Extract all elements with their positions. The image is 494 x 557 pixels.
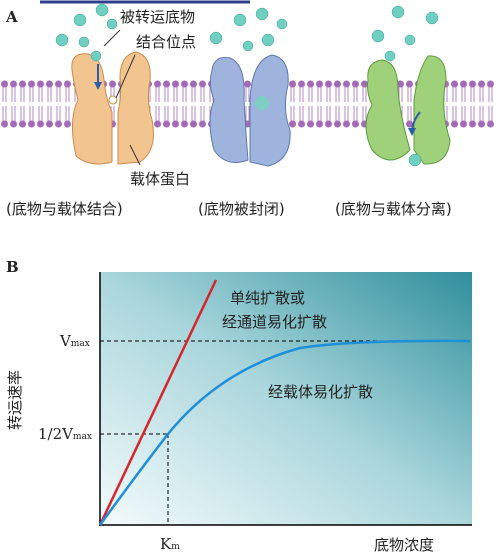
x-marker: Km: [160, 535, 180, 553]
plot-area: [100, 272, 472, 525]
carrier-occluded: [209, 54, 291, 167]
label-sub: m: [171, 542, 180, 552]
label-sub: max: [73, 432, 92, 442]
arrow-head: [94, 82, 102, 90]
line-label: 单纯扩散或: [230, 289, 305, 307]
y-marker: 1/2Vmax: [38, 425, 92, 443]
callout: 载体蛋白: [130, 170, 190, 188]
simple-diffusion-line: [98, 279, 218, 526]
leader: [103, 29, 121, 47]
panel-label: B: [6, 258, 19, 276]
y-axis-label: 转运速率: [6, 370, 24, 430]
leader: [129, 144, 141, 166]
label-main: 1/2V: [38, 425, 74, 443]
label-main: V: [59, 332, 72, 350]
carrier-curve: [98, 339, 471, 526]
line-label: 经通道易化扩散: [222, 313, 327, 331]
carrier-release: [365, 55, 451, 165]
substrates: [55, 3, 439, 167]
callout: 被转运底物: [120, 8, 195, 26]
caption: (底物与载体结合): [6, 200, 123, 218]
label-sub: max: [71, 339, 90, 349]
leader: [115, 54, 136, 99]
caption: (底物与载体分离): [335, 200, 452, 218]
caption: (底物被封闭): [198, 200, 285, 218]
y-marker: Vmax: [59, 332, 90, 350]
label-main: K: [160, 535, 172, 553]
x-axis-label: 底物浓度: [374, 536, 434, 554]
panel-label: A: [5, 8, 18, 26]
callout: 结合位点: [136, 33, 196, 51]
carrier-open: [71, 51, 154, 165]
line-label: 经载体易化扩散: [268, 383, 373, 401]
